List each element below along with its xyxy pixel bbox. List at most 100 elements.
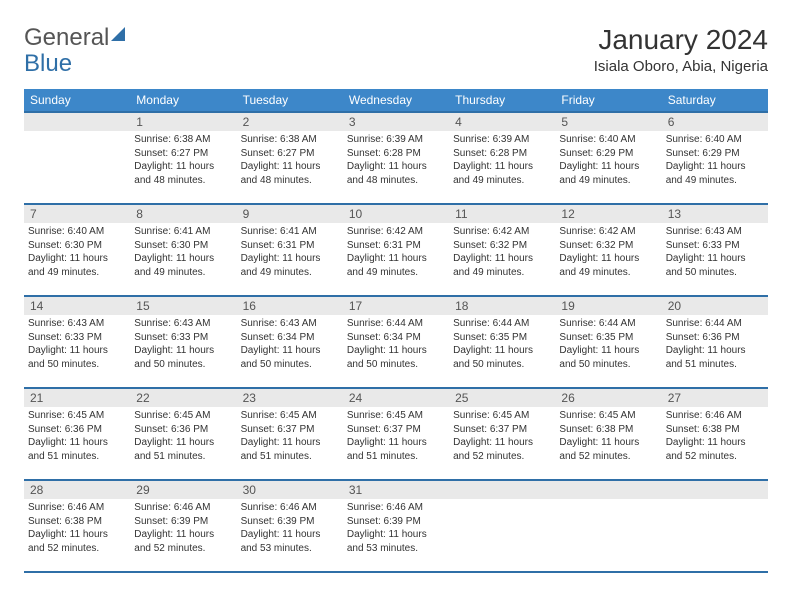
calendar-day-cell: 1Sunrise: 6:38 AMSunset: 6:27 PMDaylight… [130,112,236,204]
day-number: 9 [237,205,343,223]
sunrise-text: Sunrise: 6:40 AM [666,133,764,147]
calendar-day-cell: 27Sunrise: 6:46 AMSunset: 6:38 PMDayligh… [662,388,768,480]
calendar-day-cell: 21Sunrise: 6:45 AMSunset: 6:36 PMDayligh… [24,388,130,480]
sunset-text: Sunset: 6:38 PM [666,423,764,437]
day-info: Sunrise: 6:42 AMSunset: 6:31 PMDaylight:… [343,223,449,283]
calendar-day-cell: 26Sunrise: 6:45 AMSunset: 6:38 PMDayligh… [555,388,661,480]
day-number: 13 [662,205,768,223]
day-number: 2 [237,113,343,131]
calendar-day-cell: 13Sunrise: 6:43 AMSunset: 6:33 PMDayligh… [662,204,768,296]
day-number-empty [662,481,768,499]
sunset-text: Sunset: 6:30 PM [134,239,232,253]
day-info: Sunrise: 6:46 AMSunset: 6:39 PMDaylight:… [237,499,343,559]
sunrise-text: Sunrise: 6:38 AM [134,133,232,147]
sunrise-text: Sunrise: 6:39 AM [453,133,551,147]
weekday-header: Thursday [449,89,555,112]
daylight-text: Daylight: 11 hours and 51 minutes. [134,436,232,463]
day-info: Sunrise: 6:46 AMSunset: 6:38 PMDaylight:… [662,407,768,467]
day-number: 29 [130,481,236,499]
day-info: Sunrise: 6:46 AMSunset: 6:39 PMDaylight:… [343,499,449,559]
logo: General [24,24,125,52]
calendar-day-cell: 6Sunrise: 6:40 AMSunset: 6:29 PMDaylight… [662,112,768,204]
day-number: 30 [237,481,343,499]
sunrise-text: Sunrise: 6:44 AM [559,317,657,331]
sunrise-text: Sunrise: 6:41 AM [134,225,232,239]
daylight-text: Daylight: 11 hours and 52 minutes. [453,436,551,463]
daylight-text: Daylight: 11 hours and 52 minutes. [134,528,232,555]
day-info: Sunrise: 6:44 AMSunset: 6:35 PMDaylight:… [449,315,555,375]
calendar-day-cell [24,112,130,204]
sunset-text: Sunset: 6:27 PM [134,147,232,161]
sunrise-text: Sunrise: 6:45 AM [347,409,445,423]
sunset-text: Sunset: 6:35 PM [559,331,657,345]
daylight-text: Daylight: 11 hours and 51 minutes. [28,436,126,463]
day-number: 5 [555,113,661,131]
calendar-day-cell: 9Sunrise: 6:41 AMSunset: 6:31 PMDaylight… [237,204,343,296]
sunset-text: Sunset: 6:31 PM [241,239,339,253]
day-number: 15 [130,297,236,315]
day-number: 31 [343,481,449,499]
day-info: Sunrise: 6:45 AMSunset: 6:37 PMDaylight:… [449,407,555,467]
daylight-text: Daylight: 11 hours and 49 minutes. [559,160,657,187]
daylight-text: Daylight: 11 hours and 53 minutes. [347,528,445,555]
daylight-text: Daylight: 11 hours and 51 minutes. [347,436,445,463]
day-number: 18 [449,297,555,315]
calendar-day-cell: 11Sunrise: 6:42 AMSunset: 6:32 PMDayligh… [449,204,555,296]
day-number: 17 [343,297,449,315]
sunrise-text: Sunrise: 6:46 AM [241,501,339,515]
day-info: Sunrise: 6:44 AMSunset: 6:35 PMDaylight:… [555,315,661,375]
sunset-text: Sunset: 6:27 PM [241,147,339,161]
day-number-empty [24,113,130,131]
calendar-week-row: 7Sunrise: 6:40 AMSunset: 6:30 PMDaylight… [24,204,768,296]
sunrise-text: Sunrise: 6:45 AM [559,409,657,423]
sunrise-text: Sunrise: 6:44 AM [666,317,764,331]
sunrise-text: Sunrise: 6:43 AM [666,225,764,239]
calendar-day-cell: 31Sunrise: 6:46 AMSunset: 6:39 PMDayligh… [343,480,449,572]
sunrise-text: Sunrise: 6:42 AM [347,225,445,239]
day-number: 10 [343,205,449,223]
calendar-day-cell: 20Sunrise: 6:44 AMSunset: 6:36 PMDayligh… [662,296,768,388]
sunrise-text: Sunrise: 6:40 AM [559,133,657,147]
sunset-text: Sunset: 6:37 PM [347,423,445,437]
daylight-text: Daylight: 11 hours and 51 minutes. [666,344,764,371]
calendar-day-cell [449,480,555,572]
day-number-empty [555,481,661,499]
day-info: Sunrise: 6:43 AMSunset: 6:33 PMDaylight:… [130,315,236,375]
sunset-text: Sunset: 6:29 PM [666,147,764,161]
weekday-header: Wednesday [343,89,449,112]
logo-text-blue: Blue [24,50,72,78]
calendar-table: SundayMondayTuesdayWednesdayThursdayFrid… [24,89,768,573]
sunset-text: Sunset: 6:33 PM [666,239,764,253]
sunset-text: Sunset: 6:34 PM [347,331,445,345]
calendar-week-row: 14Sunrise: 6:43 AMSunset: 6:33 PMDayligh… [24,296,768,388]
day-info: Sunrise: 6:42 AMSunset: 6:32 PMDaylight:… [555,223,661,283]
sunset-text: Sunset: 6:38 PM [28,515,126,529]
sunrise-text: Sunrise: 6:41 AM [241,225,339,239]
sunset-text: Sunset: 6:28 PM [347,147,445,161]
sunrise-text: Sunrise: 6:44 AM [453,317,551,331]
sunrise-text: Sunrise: 6:46 AM [347,501,445,515]
sunset-text: Sunset: 6:39 PM [347,515,445,529]
day-info: Sunrise: 6:46 AMSunset: 6:38 PMDaylight:… [24,499,130,559]
calendar-day-cell: 8Sunrise: 6:41 AMSunset: 6:30 PMDaylight… [130,204,236,296]
calendar-day-cell: 4Sunrise: 6:39 AMSunset: 6:28 PMDaylight… [449,112,555,204]
day-number: 4 [449,113,555,131]
daylight-text: Daylight: 11 hours and 49 minutes. [241,252,339,279]
sunrise-text: Sunrise: 6:42 AM [559,225,657,239]
day-info: Sunrise: 6:39 AMSunset: 6:28 PMDaylight:… [449,131,555,191]
sunset-text: Sunset: 6:36 PM [666,331,764,345]
calendar-day-cell: 10Sunrise: 6:42 AMSunset: 6:31 PMDayligh… [343,204,449,296]
day-info: Sunrise: 6:45 AMSunset: 6:38 PMDaylight:… [555,407,661,467]
day-info: Sunrise: 6:40 AMSunset: 6:30 PMDaylight:… [24,223,130,283]
daylight-text: Daylight: 11 hours and 48 minutes. [241,160,339,187]
calendar-day-cell: 23Sunrise: 6:45 AMSunset: 6:37 PMDayligh… [237,388,343,480]
day-info: Sunrise: 6:41 AMSunset: 6:31 PMDaylight:… [237,223,343,283]
sunset-text: Sunset: 6:32 PM [559,239,657,253]
sunset-text: Sunset: 6:33 PM [28,331,126,345]
day-info: Sunrise: 6:46 AMSunset: 6:39 PMDaylight:… [130,499,236,559]
sunrise-text: Sunrise: 6:39 AM [347,133,445,147]
header: General January 2024 Isiala Oboro, Abia,… [24,24,768,75]
calendar-day-cell [662,480,768,572]
calendar-day-cell: 24Sunrise: 6:45 AMSunset: 6:37 PMDayligh… [343,388,449,480]
calendar-body: 1Sunrise: 6:38 AMSunset: 6:27 PMDaylight… [24,112,768,572]
